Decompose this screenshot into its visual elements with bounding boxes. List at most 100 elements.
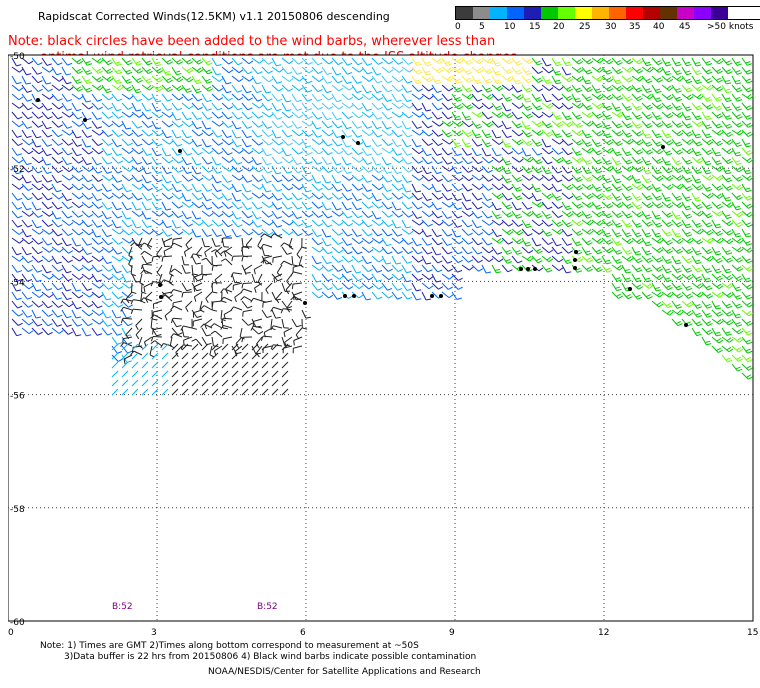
wind-barb-flag	[149, 86, 154, 91]
wind-barb-flag	[714, 250, 721, 254]
wind-barb-flag	[436, 58, 442, 63]
wind-barb-shaft	[581, 111, 590, 118]
wind-barb-flag	[535, 258, 541, 262]
wind-barb-flag	[468, 259, 473, 263]
wind-barb-shaft	[211, 183, 218, 192]
wind-barb-shaft	[371, 246, 380, 253]
wind-barb-shaft	[601, 102, 608, 111]
wind-barb-flag	[78, 169, 83, 173]
wind-barb-shaft	[121, 273, 127, 283]
wind-barb-shaft	[511, 165, 520, 173]
wind-barb-flag	[716, 86, 722, 90]
wind-barb-flag	[747, 63, 753, 66]
legend-label: 25	[579, 22, 591, 32]
wind-barb-flag	[676, 270, 682, 273]
wind-barb-flag	[164, 315, 168, 321]
wind-barb-flag	[328, 106, 334, 110]
wind-barb-flag	[744, 142, 751, 145]
wind-barb-shaft	[721, 165, 727, 175]
wind-barb-shaft	[721, 327, 728, 336]
wind-barb-shaft	[711, 228, 719, 236]
wind-barb-flag	[578, 205, 584, 209]
wind-barb-shaft	[164, 294, 173, 302]
wind-barb-flag	[626, 139, 632, 144]
wind-barb-flag	[736, 63, 742, 66]
wind-barb-shaft	[371, 219, 380, 226]
wind-barb-flag	[658, 150, 664, 155]
wind-barb-flag	[605, 124, 611, 127]
wind-barb-flag	[397, 125, 403, 129]
wind-barb-flag	[748, 312, 754, 317]
wind-barb-shaft	[241, 210, 249, 219]
wind-barb-shaft	[511, 246, 518, 255]
wind-barb-shaft	[661, 237, 669, 246]
wind-barb-flag	[527, 233, 533, 237]
wind-barb-shaft	[51, 264, 59, 272]
wind-barb-flag	[288, 159, 294, 164]
wind-barb-flag	[666, 64, 672, 67]
wind-barb-shaft	[581, 93, 589, 102]
wind-barb-flag	[598, 68, 604, 73]
wind-barb-flag	[117, 71, 123, 75]
wind-barb-flag	[214, 279, 218, 285]
wind-barb-shaft	[71, 291, 80, 299]
wind-barb-shaft	[141, 219, 148, 228]
wind-barb-shaft	[521, 66, 528, 75]
wind-barb-flag	[647, 259, 653, 263]
wind-barb-flag	[487, 215, 493, 219]
wind-barb-flag	[615, 196, 621, 199]
wind-barb-shaft	[691, 129, 697, 139]
wind-barb-flag	[675, 214, 681, 217]
wind-barb-shaft	[441, 147, 449, 156]
wind-barb-flag	[237, 224, 243, 228]
wind-barb-flag	[137, 161, 143, 165]
wind-barb-shaft	[21, 147, 30, 155]
wind-barb-shaft	[511, 66, 518, 75]
wind-barb-shaft	[291, 318, 298, 327]
wind-barb-flag	[606, 162, 612, 165]
wind-barb-shaft	[221, 66, 230, 74]
wind-barb-flag	[426, 171, 432, 175]
wind-barb-flag	[607, 116, 613, 120]
wind-barb-flag	[218, 151, 224, 155]
wind-barb-shaft	[691, 318, 699, 327]
wind-barb-flag	[625, 159, 631, 163]
wind-barb-shaft	[51, 228, 59, 237]
wind-barb-shaft	[721, 66, 729, 75]
wind-barb-shaft	[441, 66, 450, 73]
wind-barb-flag	[196, 217, 202, 220]
wind-barb-shaft	[691, 165, 698, 174]
wind-barb-shaft	[361, 282, 370, 290]
wind-barb-shaft	[461, 93, 470, 100]
wind-barb-shaft	[51, 273, 60, 281]
wind-barb-flag	[326, 162, 332, 165]
wind-barb-shaft	[541, 138, 547, 148]
wind-barb-shaft	[183, 325, 193, 329]
wind-barb-shaft	[491, 57, 497, 67]
wind-barb-flag	[89, 293, 94, 298]
wind-barb-shaft	[11, 66, 20, 73]
wind-barb-flag	[685, 159, 691, 163]
wind-barb-shaft	[191, 165, 197, 175]
wind-barb-flag	[656, 135, 662, 139]
wind-barb-flag	[88, 312, 94, 317]
wind-barb-flag	[37, 323, 43, 327]
wind-barb-shaft	[311, 255, 318, 265]
wind-barb-shaft	[291, 291, 297, 301]
wind-barb-flag	[67, 205, 73, 210]
wind-barb-shaft	[169, 336, 173, 346]
legend-swatch	[609, 7, 626, 19]
wind-barb-flag	[615, 259, 621, 262]
wind-barb-flag	[399, 113, 404, 118]
wind-barb-flag	[505, 204, 511, 208]
wind-barb-shaft	[141, 66, 149, 74]
wind-barb-shaft	[631, 246, 637, 256]
wind-barb-flag	[596, 193, 602, 198]
wind-barb-shaft	[71, 120, 80, 127]
wind-barb-flag	[377, 296, 383, 300]
wind-barb-flag	[17, 305, 23, 309]
wind-barb-shaft	[21, 183, 29, 191]
wind-barb-shaft	[451, 192, 458, 201]
wind-barb-flag	[46, 82, 52, 85]
wind-barb-flag	[624, 269, 630, 272]
